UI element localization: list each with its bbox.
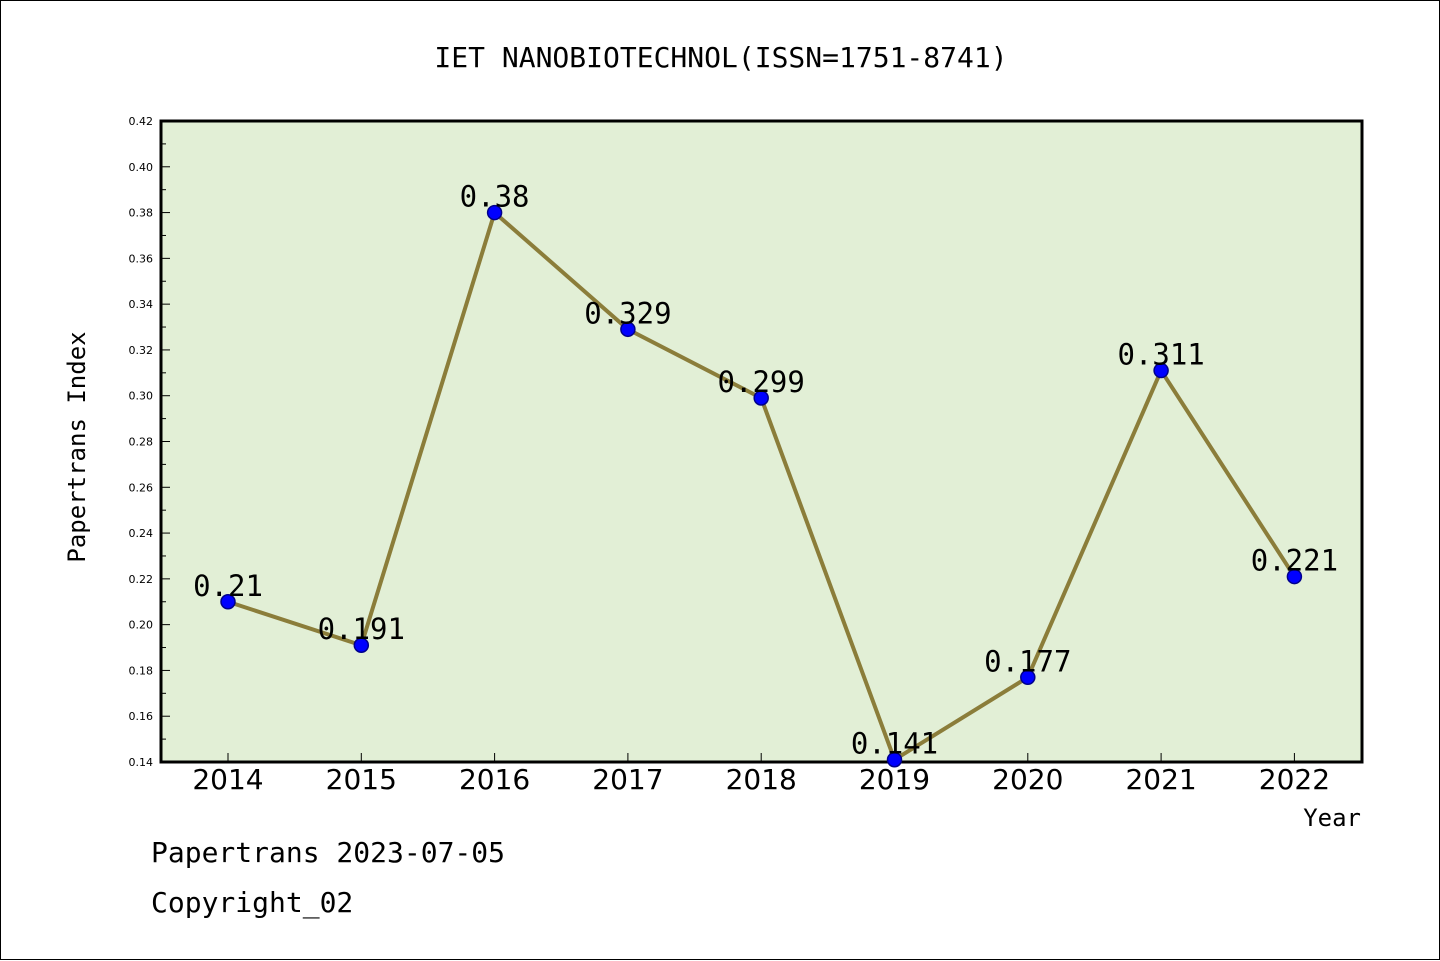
y-tick-label: 0.16 [129, 710, 154, 723]
x-axis-label: Year [1303, 804, 1361, 832]
y-tick-label: 0.40 [129, 161, 154, 174]
data-point [220, 594, 236, 610]
y-axis-label: Papertrans Index [63, 331, 91, 562]
y-tick-label: 0.32 [129, 344, 154, 357]
data-label: 0.299 [718, 365, 805, 399]
y-tick-label: 0.38 [129, 207, 154, 220]
data-point [353, 637, 370, 653]
y-tick-label: 0.22 [129, 573, 154, 586]
data-point [1286, 568, 1303, 585]
data-point [753, 390, 769, 406]
data-point [620, 321, 636, 338]
y-tick-label: 0.18 [129, 664, 154, 677]
x-tick-label: 2020 [992, 763, 1063, 796]
footer-date: Papertrans 2023-07-05 [151, 836, 506, 869]
data-point [1020, 669, 1036, 686]
data-label: 0.177 [984, 644, 1071, 678]
y-tick-label: 0.20 [129, 619, 154, 632]
x-tick-label: 2016 [459, 763, 530, 796]
data-label: 0.221 [1251, 544, 1338, 578]
x-tick-label: 2014 [192, 763, 263, 796]
data-label: 0.311 [1117, 338, 1204, 372]
y-tick-label: 0.24 [129, 527, 154, 540]
data-labels-layer: 0.21 0.191 0.38 0.329 0.299 0.141 0.177 0.311 0.… [193, 180, 1338, 761]
series-layer [220, 204, 1303, 768]
data-label: 0.38 [460, 180, 530, 214]
y-tick-label: 0.30 [129, 390, 154, 403]
data-label: 0.191 [318, 612, 405, 646]
data-point [486, 204, 503, 221]
y-tick-label: 0.28 [129, 436, 154, 449]
data-point [886, 751, 903, 768]
x-tick-label: 2018 [726, 763, 797, 796]
y-tick-label: 0.14 [129, 756, 154, 769]
y-axis: 0.14 0.16 0.18 0.20 0.22 0.24 0.26 0.28 0.30 0.32… [129, 115, 170, 769]
chart-title: IET NANOBIOTECHNOL(ISSN=1751-8741) [434, 41, 1007, 74]
data-label: 0.141 [851, 727, 938, 761]
data-label: 0.21 [193, 569, 263, 603]
x-axis: 2014 2015 2016 2017 2018 2019 2020 2021 2022 [192, 753, 1330, 796]
x-tick-label: 2021 [1125, 763, 1196, 796]
y-tick-label: 0.26 [129, 481, 154, 494]
footer-copyright: Copyright_02 [151, 886, 354, 919]
y-tick-label: 0.36 [129, 252, 154, 265]
data-point [1153, 362, 1169, 379]
plot-area [159, 119, 1364, 764]
x-tick-label: 2015 [326, 763, 397, 796]
data-label: 0.329 [584, 296, 671, 330]
x-tick-label: 2017 [592, 763, 663, 796]
y-tick-label: 0.34 [129, 298, 154, 311]
y-tick-label: 0.42 [129, 115, 154, 128]
x-tick-label: 2019 [859, 763, 930, 796]
x-tick-label: 2022 [1259, 763, 1330, 796]
